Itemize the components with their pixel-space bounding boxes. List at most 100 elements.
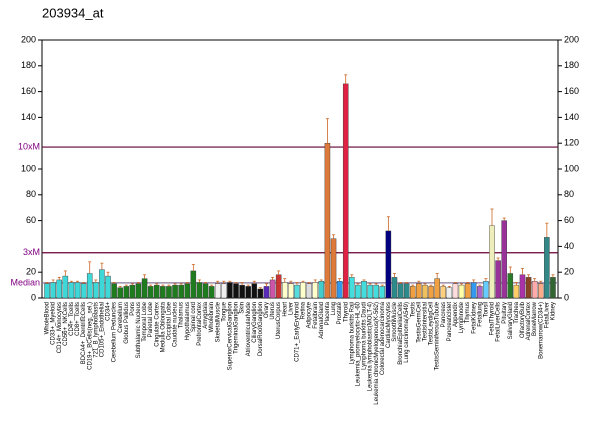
bar [470, 282, 477, 299]
x-tick-label: Lymphoma burkitts Raji [349, 302, 355, 364]
x-tick-label: AdrenalCortex [526, 302, 532, 340]
x-tick-label: Tonsil [483, 302, 489, 317]
bar [99, 269, 105, 299]
x-tick-label: DorsalRootGanglion [258, 302, 264, 356]
bar [68, 282, 75, 299]
x-tick-label: Parietal Lobe [148, 301, 154, 337]
bar [282, 282, 288, 299]
bar [166, 286, 172, 299]
bar [525, 277, 532, 299]
bar [544, 237, 550, 299]
x-tick-label: CD34+ [106, 302, 112, 321]
bar [324, 142, 331, 299]
bar [507, 273, 514, 299]
x-tick-label: CD33+_Myeloid [51, 302, 57, 345]
y-tick-label: 140 [21, 112, 36, 122]
threshold-label: 3xM [23, 247, 40, 257]
bar [135, 283, 142, 299]
x-tick-label: Leukemia chronicMyelogenous(K-562) [374, 302, 380, 405]
bar [62, 275, 69, 299]
x-tick-label: UterusCorpus [276, 302, 282, 339]
x-tick-label: Caudate nucleus [173, 302, 179, 347]
x-tick-label: Pons [130, 302, 136, 316]
bar [233, 283, 239, 299]
x-tick-label: 721_B_lymphoblasts [93, 302, 99, 358]
bar [147, 286, 154, 299]
x-tick-label: Lymphnode [459, 301, 465, 333]
bar [227, 282, 233, 299]
x-tick-label: Kidney [551, 302, 557, 320]
bar [422, 284, 428, 299]
y-tick-label: 100 [21, 163, 36, 173]
x-tick-label: AdrenalGland [319, 302, 325, 339]
x-tick-label: Cerebellum [118, 302, 124, 333]
y2-tick-label: 160 [564, 86, 579, 96]
bar [318, 281, 325, 299]
x-tick-label: Lung carcinoma(A549) [404, 302, 410, 363]
x-tick-label: TestisIntersitial [423, 302, 429, 341]
bar [495, 260, 501, 299]
bar [93, 282, 99, 299]
bar [330, 238, 337, 299]
bar [129, 284, 136, 299]
bar [489, 225, 495, 299]
bar [501, 220, 507, 299]
x-tick-label: Subthalamic Nucleus [136, 302, 142, 358]
x-tick-label: Wholebrain [209, 302, 215, 332]
y2-tick-label: 120 [564, 138, 579, 148]
bar [519, 274, 526, 299]
x-tick-label: Lung [331, 302, 337, 315]
bar [202, 283, 209, 299]
x-tick-label: Hypothalamus [185, 302, 191, 340]
bar [513, 284, 520, 299]
bar [44, 283, 50, 299]
bar [531, 281, 538, 299]
x-tick-label: Appendix [453, 302, 459, 327]
bar [111, 283, 117, 299]
x-tick-label: Leukemia lymphoblastic(MOLT-4) [368, 302, 374, 391]
y2-tick-label: 180 [564, 60, 579, 70]
bar [239, 284, 245, 299]
y2-tick-label: 40 [564, 241, 574, 251]
bar [275, 274, 282, 299]
y-tick-label: 0 [31, 292, 36, 302]
y-tick-label: 80 [26, 189, 36, 199]
bar [336, 281, 343, 299]
plot-frame [41, 39, 559, 299]
bar [342, 83, 349, 299]
x-tick-label: PrefrontalCortex [197, 302, 203, 346]
x-tick-label: Testis [410, 302, 416, 317]
bar [391, 277, 398, 299]
bar [80, 283, 87, 299]
x-tick-label: SmoothMuscle [392, 301, 398, 341]
x-tick-label: Leukemia_promyelocytic-HL-60 [355, 301, 361, 386]
bar [56, 279, 62, 299]
x-tick-label: FetalLiver [544, 302, 550, 328]
bar [196, 282, 203, 299]
x-tick-label: CD105+_Endothelial [99, 302, 105, 357]
bar [428, 286, 434, 299]
x-tick-label: Prostate [337, 301, 343, 324]
y2-tick-label: 60 [564, 215, 574, 225]
bar [306, 283, 312, 299]
x-tick-label: BDCA4+_DentriticCells [81, 302, 87, 364]
x-tick-label: Thyroid [343, 302, 349, 322]
bar [86, 273, 93, 299]
x-tick-label: PancreaticIslet [447, 302, 453, 342]
x-tick-label: FetalKidney [471, 302, 477, 334]
x-tick-label: Colorectal adenocarcinoma [380, 301, 386, 375]
x-tick-label: Amygdala [203, 301, 209, 328]
x-tick-label: BronchialEpithelialCells [398, 302, 404, 365]
threshold-label: Median [10, 277, 40, 287]
bar [312, 282, 318, 299]
bar [483, 281, 489, 299]
x-tick-label: CD19+_BCells(neg._sel.) [87, 302, 93, 370]
x-tick-label: FetalThyroid [490, 302, 496, 335]
bar [288, 283, 294, 299]
threshold-label: 10xM [18, 141, 40, 151]
x-tick-label: Fetalbrain [313, 302, 319, 329]
bar [355, 284, 361, 299]
bar [74, 282, 81, 299]
bar [172, 284, 178, 299]
x-tick-label: Globus Pallidus [124, 302, 130, 344]
